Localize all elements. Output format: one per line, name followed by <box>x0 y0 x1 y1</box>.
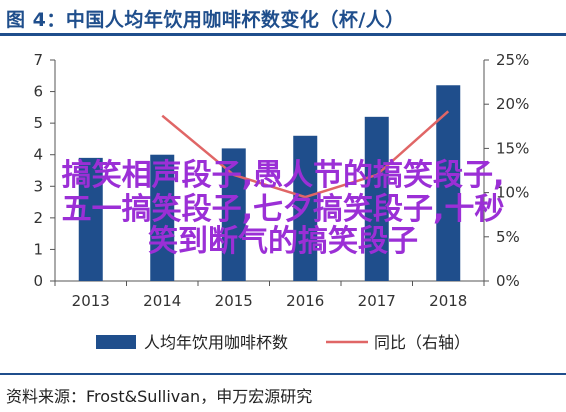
x-tick-label: 2018 <box>429 292 467 310</box>
bar-2015 <box>221 148 246 281</box>
x-tick-label: 2013 <box>72 292 110 310</box>
bar-series <box>78 85 461 281</box>
y-right-tick-label: 20% <box>496 95 529 113</box>
y-left-tick-label: 4 <box>33 146 43 164</box>
source-divider <box>0 373 566 375</box>
y-right-tick-label: 0% <box>496 272 520 290</box>
x-tick-label: 2016 <box>286 292 324 310</box>
y-left-tick-label: 5 <box>33 114 43 132</box>
chart: 0 1 2 3 4 5 6 7 0% 5% 10% 15% 20% 25% 2013 2014 2015 2016… <box>33 51 529 352</box>
legend-bar-swatch <box>96 335 136 349</box>
legend-line-label: 同比（右轴） <box>374 333 470 352</box>
legend-bar-label: 人均年饮用咖啡杯数 <box>144 333 288 352</box>
y-right-tick-label: 25% <box>496 51 529 69</box>
y-left-tick-label: 7 <box>33 51 43 69</box>
bar-2013 <box>78 157 103 281</box>
title-bar: 图 4：中国人均年饮用咖啡杯数变化（杯/人） <box>0 0 566 36</box>
bar-2017 <box>364 116 389 281</box>
y-right-tick-label: 15% <box>496 139 529 157</box>
bar-2016 <box>293 135 318 281</box>
yoy-line <box>161 110 450 199</box>
y-right-tick-label: 5% <box>496 228 520 246</box>
source-note: 资料来源：Frost&Sullivan，申万宏源研究 <box>6 387 313 406</box>
chart-title: 图 4：中国人均年饮用咖啡杯数变化（杯/人） <box>6 9 405 31</box>
x-tick-label: 2014 <box>143 292 181 310</box>
line-series <box>161 110 450 199</box>
y-left-tick-label: 2 <box>33 209 43 227</box>
y-left-tick-label: 1 <box>33 240 43 258</box>
x-tick-label: 2017 <box>358 292 396 310</box>
overlay-text-line-1: 搞笑相声段子,愚人节的搞笑段子, <box>61 158 505 193</box>
y-left-tick-label: 6 <box>33 83 43 101</box>
bar-2014 <box>150 154 175 281</box>
y-left-tick-label: 3 <box>33 177 43 195</box>
y-right-tick-label: 10% <box>496 184 529 202</box>
x-tick-label: 2015 <box>215 292 253 310</box>
legend: 人均年饮用咖啡杯数 同比（右轴） <box>96 333 470 352</box>
chart-axes: 0 1 2 3 4 5 6 7 0% 5% 10% 15% 20% 25% 2013 2014 2015 2016… <box>33 51 529 310</box>
overlay-text-line-3: 笑到断气的搞笑段子 <box>148 224 418 259</box>
y-left-tick-label: 0 <box>33 272 43 290</box>
overlay-text-line-2: 五一搞笑段子,七夕搞笑段子,十秒 <box>61 192 505 227</box>
